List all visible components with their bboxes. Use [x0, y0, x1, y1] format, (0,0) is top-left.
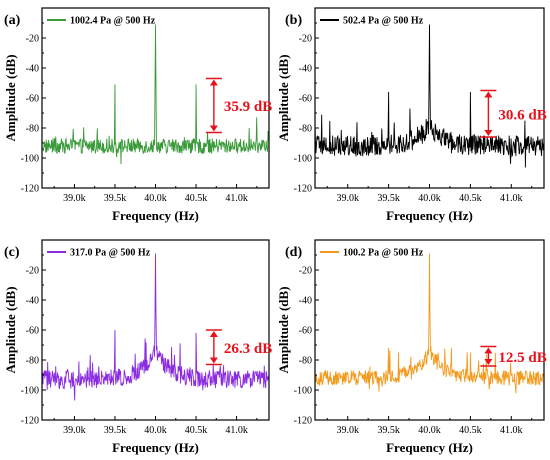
y-tick-label: -40: [299, 296, 312, 307]
annotation-arrow-head-up: [209, 79, 218, 86]
y-axis-label: Amplitude (dB): [3, 286, 18, 373]
x-tick-label: 41.0k: [500, 425, 523, 436]
y-tick-label: -40: [299, 64, 312, 75]
y-axis-label: Amplitude (dB): [276, 286, 291, 373]
x-tick-label: 39.0k: [63, 425, 86, 436]
y-tick-label: -60: [299, 94, 312, 105]
x-axis-label: Frequency (Hz): [112, 440, 199, 455]
annotation-arrow-head-up: [484, 91, 493, 98]
y-tick-label: -120: [21, 416, 39, 427]
y-tick-label: -20: [299, 266, 312, 277]
y-axis-label: Amplitude (dB): [3, 54, 18, 141]
y-tick-label: -100: [294, 386, 312, 397]
y-tick-label: -120: [294, 416, 312, 427]
x-tick-label: 39.5k: [377, 193, 400, 204]
legend-label: 502.4 Pa @ 500 Hz: [343, 16, 424, 27]
x-tick-label: 39.0k: [63, 193, 86, 204]
legend-label: 317.0 Pa @ 500 Hz: [70, 248, 151, 259]
x-tick-label: 40.5k: [185, 425, 208, 436]
annotation-arrow-head-down: [209, 357, 218, 364]
annotation-value: 26.3 dB: [224, 341, 272, 357]
spectrum-line: [315, 24, 544, 168]
x-tick-label: 40.5k: [185, 193, 208, 204]
x-axis-label: Frequency (Hz): [386, 208, 473, 223]
y-tick-label: -60: [26, 326, 39, 337]
y-tick-label: -120: [21, 184, 39, 195]
x-tick-label: 39.5k: [377, 425, 400, 436]
y-tick-label: -80: [26, 356, 39, 367]
annotation-value: 30.6 dB: [498, 107, 546, 123]
annotation-arrow-head-down: [209, 125, 218, 132]
legend-label: 1002.4 Pa @ 500 Hz: [70, 16, 156, 27]
annotation-arrow-head-down: [484, 359, 493, 365]
y-tick-label: -60: [299, 326, 312, 337]
y-tick-label: -40: [26, 296, 39, 307]
y-tick-label: -100: [21, 386, 39, 397]
x-axis-label: Frequency (Hz): [386, 440, 473, 455]
y-tick-label: -60: [26, 94, 39, 105]
panel-a: -120 -100 -80 -60 -40 -20 39.0k 39.5k 40.0k 40.5k…: [3, 7, 272, 223]
y-tick-label: -80: [299, 356, 312, 367]
y-tick-label: -100: [294, 154, 312, 165]
y-tick-label: -120: [294, 184, 312, 195]
x-tick-label: 40.0k: [144, 425, 167, 436]
x-tick-label: 40.0k: [144, 193, 167, 204]
spectrum-line: [42, 24, 269, 165]
panel-label: (c): [4, 245, 20, 260]
panel-label: (a): [4, 13, 21, 28]
y-axis-label: Amplitude (dB): [276, 54, 291, 141]
annotation-value: 12.5 dB: [498, 350, 546, 366]
panel-c: -120 -100 -80 -60 -40 -20 39.0k 39.5k 40.0k 40.5k…: [3, 239, 272, 455]
x-tick-label: 40.5k: [459, 193, 482, 204]
legend-label: 100.2 Pa @ 500 Hz: [343, 248, 424, 259]
annotation-arrow-head-up: [209, 331, 218, 337]
x-tick-label: 41.0k: [500, 193, 523, 204]
x-tick-label: 39.5k: [104, 193, 127, 204]
y-tick-label: -100: [21, 154, 39, 165]
panel-label: (b): [285, 13, 302, 28]
x-axis-label: Frequency (Hz): [112, 208, 199, 223]
y-tick-label: -80: [26, 124, 39, 135]
annotation-value: 35.9 dB: [224, 99, 272, 115]
spectrum-line: [42, 253, 269, 401]
x-tick-label: 39.5k: [104, 425, 127, 436]
annotation-arrow-head-down: [484, 130, 493, 136]
y-tick-label: -20: [26, 34, 39, 45]
x-tick-label: 41.0k: [225, 425, 248, 436]
x-tick-label: 41.0k: [225, 193, 248, 204]
x-tick-label: 39.0k: [336, 425, 359, 436]
spectrum-line: [315, 253, 544, 394]
y-tick-label: -20: [299, 34, 312, 45]
panel-b: -120 -100 -80 -60 -40 -20 39.0k 39.5k 40.0k 40.5k…: [276, 7, 547, 223]
x-tick-label: 39.0k: [336, 193, 359, 204]
y-tick-label: -80: [299, 124, 312, 135]
panel-d: -120 -100 -80 -60 -40 -20 39.0k 39.5k 40.0k 40.5k…: [276, 239, 547, 455]
x-tick-label: 40.5k: [459, 425, 482, 436]
annotation-arrow-head-up: [484, 347, 493, 354]
x-tick-label: 40.0k: [418, 193, 441, 204]
y-tick-label: -40: [26, 64, 39, 75]
y-tick-label: -20: [26, 266, 39, 277]
panel-label: (d): [285, 245, 302, 260]
x-tick-label: 40.0k: [418, 425, 441, 436]
